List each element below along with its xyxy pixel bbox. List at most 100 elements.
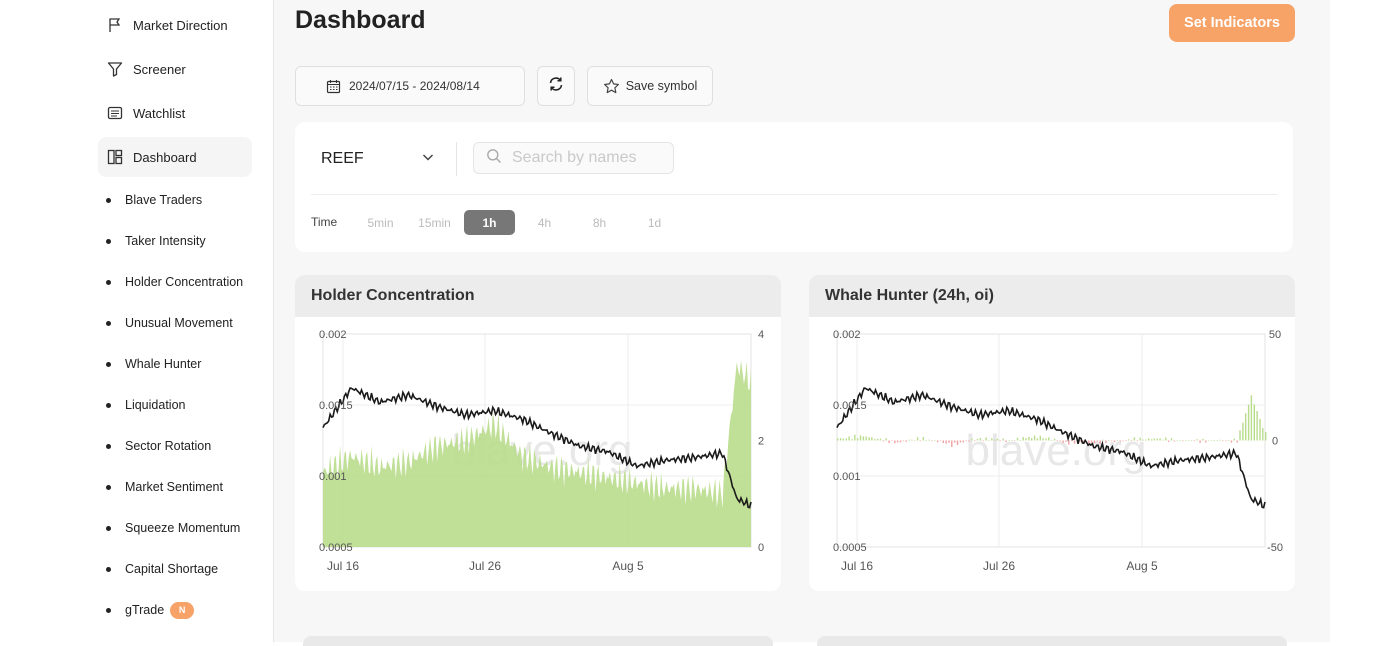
whale-bar: [1227, 440, 1230, 441]
sub-item-label: gTrade: [125, 603, 165, 617]
y-left-tick-label: 0.002: [833, 329, 861, 341]
whale-bar: [1042, 438, 1044, 441]
nav-screener[interactable]: Screener: [98, 49, 252, 89]
whale-bar: [1210, 440, 1213, 441]
whale-bar: [1219, 439, 1221, 441]
whale-bar: [1056, 440, 1059, 442]
whale-bar: [876, 438, 879, 441]
whale-bar: [1073, 440, 1076, 444]
timeframe-1h[interactable]: 1h: [464, 210, 515, 235]
whale-bar: [1150, 439, 1153, 441]
whale-bar: [845, 438, 847, 441]
refresh-button[interactable]: [537, 66, 575, 106]
bullet-icon: [106, 525, 111, 531]
sub-item-label: Taker Intensity: [125, 234, 206, 248]
whale-bar: [908, 439, 910, 441]
whale-bar: [1071, 440, 1073, 442]
y-right-tick-label: 50: [1269, 329, 1281, 341]
whale-bar: [1045, 438, 1047, 441]
whale-bar: [1088, 440, 1090, 444]
y-right-tick-label: 2: [758, 436, 764, 448]
timeframe-4h[interactable]: 4h: [537, 215, 552, 230]
whale-bar: [1193, 440, 1196, 442]
nav-watchlist[interactable]: Watchlist: [98, 93, 252, 133]
sub-item-unusual-movement[interactable]: Unusual Movement: [106, 313, 233, 333]
whale-bar: [1013, 440, 1016, 442]
page-title: Dashboard: [295, 6, 426, 34]
whale-bar: [1096, 440, 1099, 442]
whale-bar: [896, 440, 899, 443]
whale-bar: [862, 436, 865, 441]
whale-bar: [1145, 439, 1147, 441]
whale-bar: [1247, 404, 1250, 441]
search-box[interactable]: [473, 142, 674, 174]
whale-bar: [976, 438, 979, 441]
whale-bar: [1170, 438, 1173, 441]
whale-bar: [928, 439, 930, 441]
whale-bar: [1202, 438, 1204, 441]
timeframe-5min[interactable]: 5min: [367, 215, 394, 230]
symbol-select[interactable]: REEF: [321, 144, 441, 174]
whale-bar: [1239, 430, 1241, 441]
whale-bar: [1048, 437, 1050, 441]
save-symbol-label: Save symbol: [625, 79, 698, 93]
whale-bar: [1179, 440, 1181, 441]
whale-hunter-chart: blave.org 0.002 0.0015 0.001 0.0005 50 0 -50 Jul…: [833, 329, 1283, 573]
timeframe-15min[interactable]: 15min: [418, 215, 451, 230]
sub-item-market-sentiment[interactable]: Market Sentiment: [106, 477, 223, 497]
sub-item-gtrade[interactable]: gTrade N: [106, 600, 195, 620]
whale-bar: [1016, 437, 1019, 441]
dashboard-icon: [106, 148, 124, 166]
nav-label: Watchlist: [133, 105, 186, 121]
whale-bar: [1216, 440, 1218, 441]
symbol-value: REEF: [321, 150, 364, 167]
whale-bar: [982, 440, 984, 442]
sub-item-label: Holder Concentration: [125, 275, 244, 289]
whale-bar: [1051, 440, 1053, 441]
sub-item-taker-intensity[interactable]: Taker Intensity: [106, 231, 206, 251]
whale-bar: [882, 440, 885, 442]
whale-bar: [857, 438, 859, 441]
search-input[interactable]: [512, 149, 672, 167]
whale-bar: [1039, 435, 1041, 441]
whale-bar: [1173, 440, 1176, 442]
save-symbol-button[interactable]: Save symbol: [587, 66, 713, 106]
whale-bar: [905, 440, 907, 442]
whale-bar: [968, 440, 970, 442]
date-range-picker[interactable]: 2024/07/15 - 2024/08/14: [295, 66, 525, 106]
whale-bar: [939, 440, 942, 442]
sub-item-whale-hunter[interactable]: Whale Hunter: [106, 354, 201, 374]
whale-bar: [1025, 438, 1027, 441]
whale-bar: [1222, 440, 1224, 442]
sub-item-label: Sector Rotation: [125, 439, 212, 453]
y-right-tick-label: 0: [1272, 436, 1278, 448]
sub-item-liquidation[interactable]: Liquidation: [106, 395, 185, 415]
set-indicators-button[interactable]: Set Indicators: [1169, 4, 1295, 42]
whale-bar: [879, 438, 882, 441]
whale-bar: [1022, 437, 1024, 441]
whale-bar: [1233, 438, 1235, 441]
sub-item-capital-shortage[interactable]: Capital Shortage: [106, 559, 218, 579]
sub-item-holder-concentration[interactable]: Holder Concentration: [106, 272, 243, 292]
whale-bar: [942, 440, 944, 443]
bullet-icon: [106, 238, 111, 244]
whale-bar: [934, 440, 936, 441]
sub-item-squeeze-momentum[interactable]: Squeeze Momentum: [106, 518, 240, 538]
whale-bar: [1028, 436, 1030, 441]
timeframe-8h[interactable]: 8h: [592, 215, 607, 230]
time-label: Time: [311, 215, 338, 229]
whale-bar: [859, 435, 862, 441]
refresh-icon: [547, 75, 565, 98]
whale-bar: [1199, 440, 1201, 443]
sub-item-blave-traders[interactable]: Blave Traders: [106, 190, 202, 210]
whale-bar: [1253, 404, 1255, 441]
bullet-icon: [106, 197, 111, 203]
nav-dashboard[interactable]: Dashboard: [98, 137, 252, 177]
nav-market-direction[interactable]: Market Direction: [98, 5, 252, 45]
timeframe-1d[interactable]: 1d: [647, 215, 662, 230]
whale-bar: [1136, 440, 1138, 442]
whale-bar: [1031, 438, 1033, 441]
whale-bar: [974, 440, 976, 442]
whale-bar: [891, 440, 893, 442]
sub-item-sector-rotation[interactable]: Sector Rotation: [106, 436, 211, 456]
